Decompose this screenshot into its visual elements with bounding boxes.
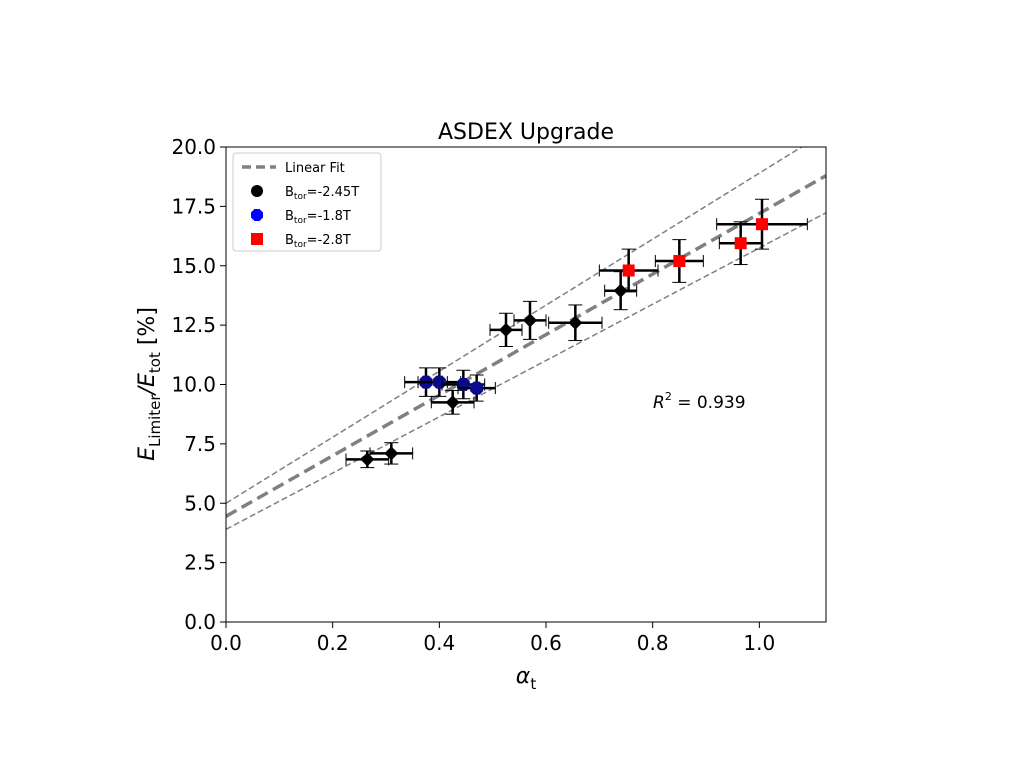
y-tick-label: 7.5 [184,432,216,456]
legend-series-3-swatch [251,233,263,245]
legend-box [232,152,382,252]
x-axis-title: αt [516,664,537,693]
y-tick-label: 2.5 [184,551,216,575]
legend-series-3-label: Btor=-2.8T [285,233,351,250]
data-point [716,198,808,250]
data-point-marker [673,255,686,267]
legend-series-1-swatch [251,185,263,197]
data-point [369,442,414,465]
y-tick-label: 12.5 [171,313,216,337]
data-point [604,271,638,311]
data-point-marker [432,375,446,389]
x-tick-label: 0.8 [637,631,669,655]
x-axis: 0.0 0.2 0.4 0.6 0.8 1.0 [210,622,775,655]
data-point [718,221,763,266]
data-point-marker [734,237,747,250]
data-point [457,374,496,402]
y-axis-title: ELimiter/Etot [%] [135,307,164,461]
y-tick-label: 0.0 [184,610,216,634]
data-point-marker [523,313,537,328]
data-point-marker [568,315,583,330]
data-point-marker [360,452,375,467]
plot-content [226,147,826,531]
x-tick-label: 0.6 [530,631,562,655]
data-point [489,312,523,347]
legend-series-2-swatch [251,209,263,221]
y-axis: 0.0 2.5 5.0 7.5 10.0 12.5 15.0 17.5 20.0 [171,135,226,634]
data-point [430,389,475,415]
series-1 [345,271,638,469]
series-2 [404,367,496,402]
x-tick-label: 0.0 [210,631,242,655]
y-tick-label: 20.0 [171,135,216,159]
y-tick-label: 17.5 [171,194,216,218]
y-tick-label: 10.0 [171,373,216,397]
data-point [654,239,704,283]
data-point-marker [384,446,399,461]
data-point [548,304,603,342]
data-point-marker [470,381,484,395]
data-point [598,248,659,293]
data-point-marker [445,395,460,410]
x-tick-label: 0.4 [423,631,455,655]
x-tick-label: 1.0 [743,631,775,655]
data-point [513,300,547,340]
legend-fit-label: Linear Fit [285,161,345,176]
data-point [417,367,462,397]
legend-series-1-label: Btor=-2.45T [285,185,359,202]
series-3 [598,198,808,293]
legend-series-2-label: Btor=-1.8T [285,209,351,226]
r-squared-annotation: R2 = 0.939 [653,390,746,413]
y-tick-label: 15.0 [171,254,216,278]
x-tick-label: 0.2 [317,631,349,655]
data-point-marker [756,218,768,231]
legend: Linear Fit Btor=-2.45T Btor=-1.8T Btor=-… [232,152,382,252]
chart-title: ASDEX Upgrade [438,120,614,145]
y-tick-label: 5.0 [184,491,216,515]
data-point-marker [622,264,635,277]
fit-lower-bound-line [226,212,826,531]
data-point-marker [499,322,513,337]
data-point-marker [613,283,628,298]
linear-fit-line [226,174,826,518]
